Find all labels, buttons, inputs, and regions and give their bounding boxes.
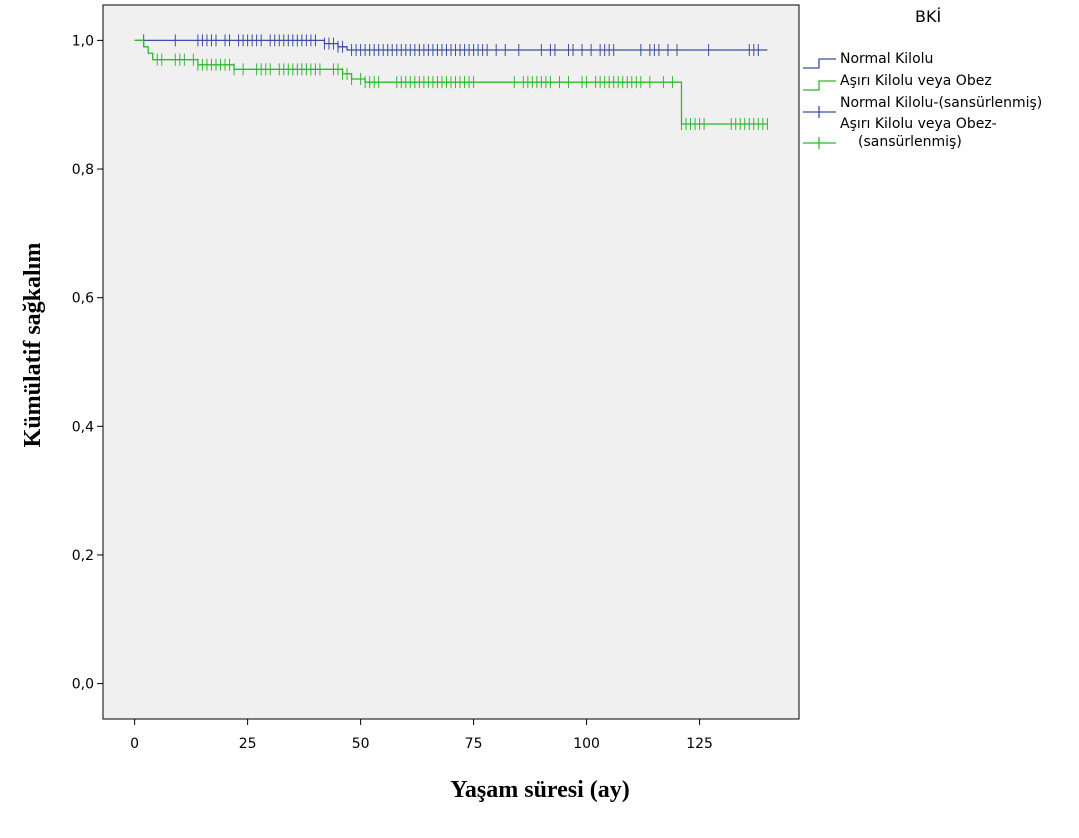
legend: BKİ Normal Kilolu Aşırı Kilolu veya Obez N… (803, 7, 1042, 150)
x-tick-label: 75 (465, 736, 483, 752)
legend-swatch (803, 58, 836, 69)
y-axis: 0,0 0,2 0,4 0,6 0,8 1,0 (72, 33, 103, 693)
legend-label: Normal Kilolu (840, 51, 933, 67)
plot-background (102, 4, 800, 720)
series-layer (134, 34, 768, 130)
legend-label: Aşırı Kilolu veya Obez- (840, 116, 997, 132)
legend-label-line2: (sansürlenmiş) (858, 134, 962, 150)
y-tick-label: 0,8 (72, 162, 94, 178)
x-tick-label: 0 (130, 736, 139, 752)
x-axis-title: Yaşam süresi (ay) (450, 777, 630, 803)
x-tick-label: 100 (573, 736, 600, 752)
y-tick-label: 0,0 (72, 677, 94, 693)
series-normal-kilolu (134, 34, 768, 57)
y-tick-label: 1,0 (72, 33, 94, 49)
y-axis-title: Kümülatif sağkalım (20, 243, 46, 448)
legend-entry: Normal Kilolu-(sansürlenmiş) (803, 95, 1042, 118)
series-asiri-kilolu-veya-obez (134, 39, 768, 130)
legend-label: Aşırı Kilolu veya Obez (840, 73, 992, 89)
x-tick-label: 25 (239, 736, 257, 752)
legend-label: Normal Kilolu-(sansürlenmiş) (840, 95, 1042, 111)
legend-swatch (803, 80, 836, 91)
legend-title: BKİ (915, 7, 941, 26)
y-tick-label: 0,4 (72, 419, 94, 435)
x-tick-label: 125 (686, 736, 713, 752)
x-tick-label: 50 (352, 736, 370, 752)
y-tick-label: 0,2 (72, 548, 94, 564)
y-tick-label: 0,6 (72, 291, 94, 307)
legend-entry: Normal Kilolu (803, 51, 933, 69)
legend-entry: Aşırı Kilolu veya Obez- (sansürlenmiş) (803, 116, 997, 150)
x-axis: 0 25 50 75 100 125 (130, 719, 713, 752)
legend-entry: Aşırı Kilolu veya Obez (803, 73, 992, 91)
